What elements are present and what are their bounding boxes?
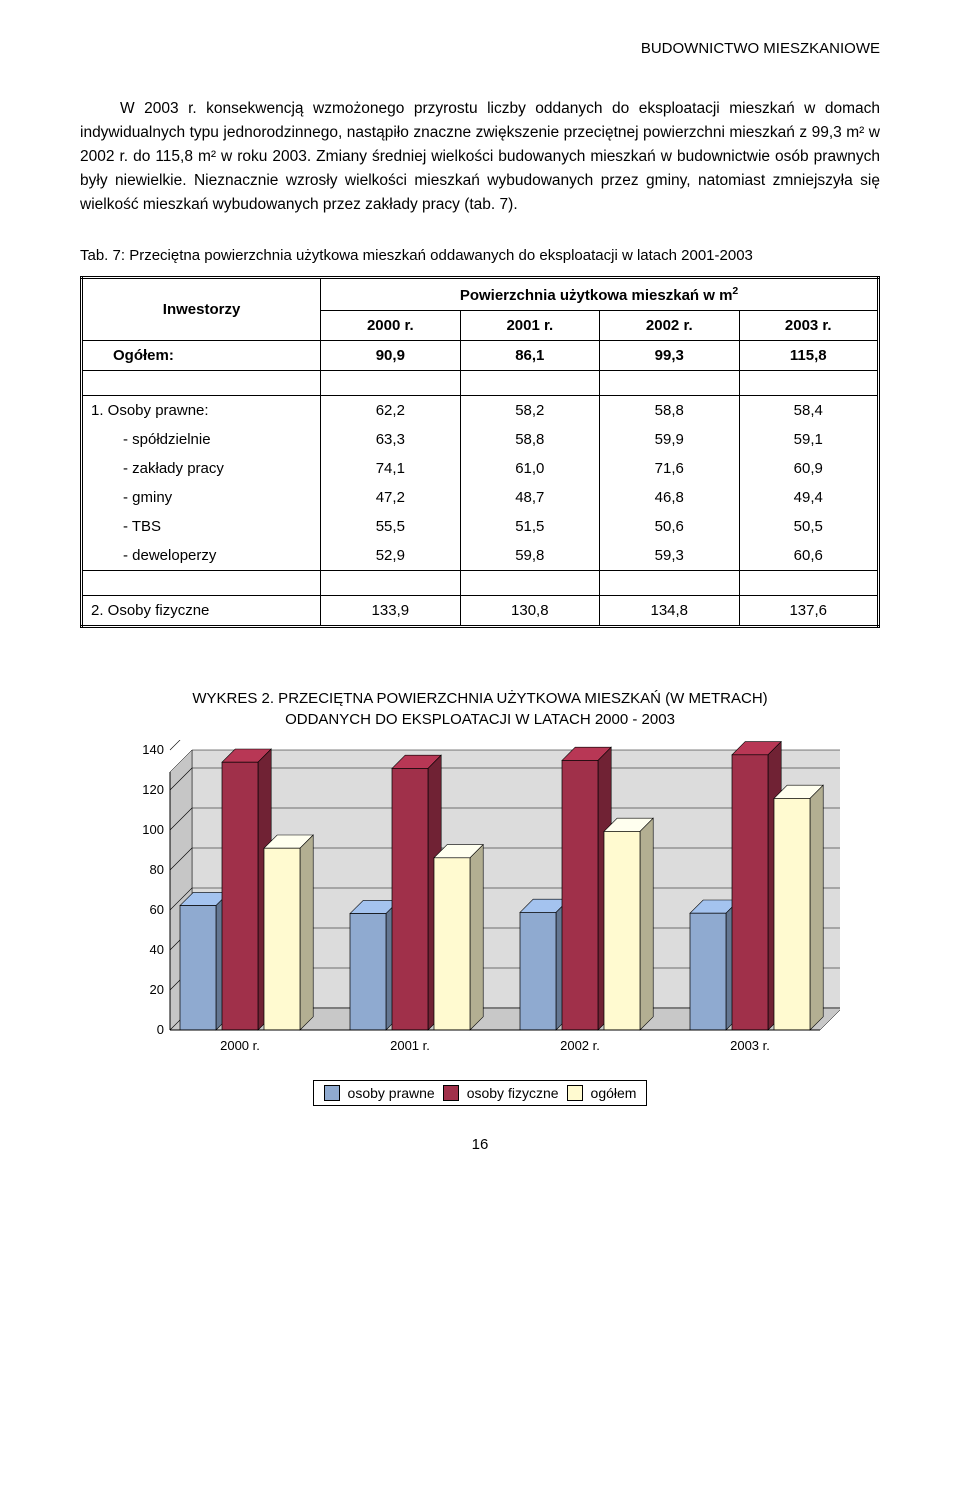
svg-text:100: 100 bbox=[142, 822, 164, 837]
legend-label-1: osoby fizyczne bbox=[467, 1085, 559, 1101]
table-row: - zakłady pracy74,161,071,660,9 bbox=[82, 454, 879, 483]
table-row: 1. Osoby prawne:62,258,258,858,4 bbox=[82, 396, 879, 426]
year-col-3: 2003 r. bbox=[739, 311, 879, 341]
page-number: 16 bbox=[80, 1136, 880, 1153]
svg-text:60: 60 bbox=[150, 902, 164, 917]
svg-text:120: 120 bbox=[142, 782, 164, 797]
svg-text:2000 r.: 2000 r. bbox=[220, 1038, 260, 1053]
svg-text:0: 0 bbox=[157, 1022, 164, 1037]
year-col-2: 2002 r. bbox=[600, 311, 739, 341]
table-row: - TBS55,551,550,650,5 bbox=[82, 512, 879, 541]
svg-text:140: 140 bbox=[142, 742, 164, 757]
year-col-1: 2001 r. bbox=[460, 311, 599, 341]
legend-swatch-1 bbox=[443, 1085, 459, 1101]
data-table: Inwestorzy Powierzchnia użytkowa mieszka… bbox=[80, 276, 880, 628]
chart-legend: osoby prawne osoby fizyczne ogółem bbox=[313, 1080, 648, 1106]
svg-text:80: 80 bbox=[150, 862, 164, 877]
table-row-header: Inwestorzy bbox=[82, 278, 321, 341]
svg-text:2003 r.: 2003 r. bbox=[730, 1038, 770, 1053]
section-header: BUDOWNICTWO MIESZKANIOWE bbox=[80, 40, 880, 57]
table-row: Ogółem:90,986,199,3115,8 bbox=[82, 341, 879, 371]
chart: 0 20 40 60 80 100 120 140 2000 r. 2001 r. 2002 r. 2… bbox=[120, 740, 840, 1070]
legend-label-0: osoby prawne bbox=[348, 1085, 435, 1101]
legend-swatch-0 bbox=[324, 1085, 340, 1101]
body-paragraph: W 2003 r. konsekwencją wzmożonego przyro… bbox=[80, 97, 880, 217]
table-row: - spółdzielnie63,358,859,959,1 bbox=[82, 425, 879, 454]
svg-text:40: 40 bbox=[150, 942, 164, 957]
table-row: - gminy47,248,746,849,4 bbox=[82, 483, 879, 512]
svg-text:20: 20 bbox=[150, 982, 164, 997]
year-col-0: 2000 r. bbox=[321, 311, 460, 341]
chart-title: WYKRES 2. PRZECIĘTNA POWIERZCHNIA UŻYTKO… bbox=[170, 688, 790, 730]
table-caption: Tab. 7: Przeciętna powierzchnia użytkowa… bbox=[80, 247, 880, 264]
svg-text:2001 r.: 2001 r. bbox=[390, 1038, 430, 1053]
table-row: - deweloperzy52,959,859,360,6 bbox=[82, 541, 879, 571]
legend-swatch-2 bbox=[567, 1085, 583, 1101]
table-main-header: Powierzchnia użytkowa mieszkań w m2 bbox=[321, 278, 879, 311]
svg-text:2002 r.: 2002 r. bbox=[560, 1038, 600, 1053]
legend-label-2: ogółem bbox=[591, 1085, 637, 1101]
table-row: 2. Osoby fizyczne133,9130,8134,8137,6 bbox=[82, 596, 879, 627]
